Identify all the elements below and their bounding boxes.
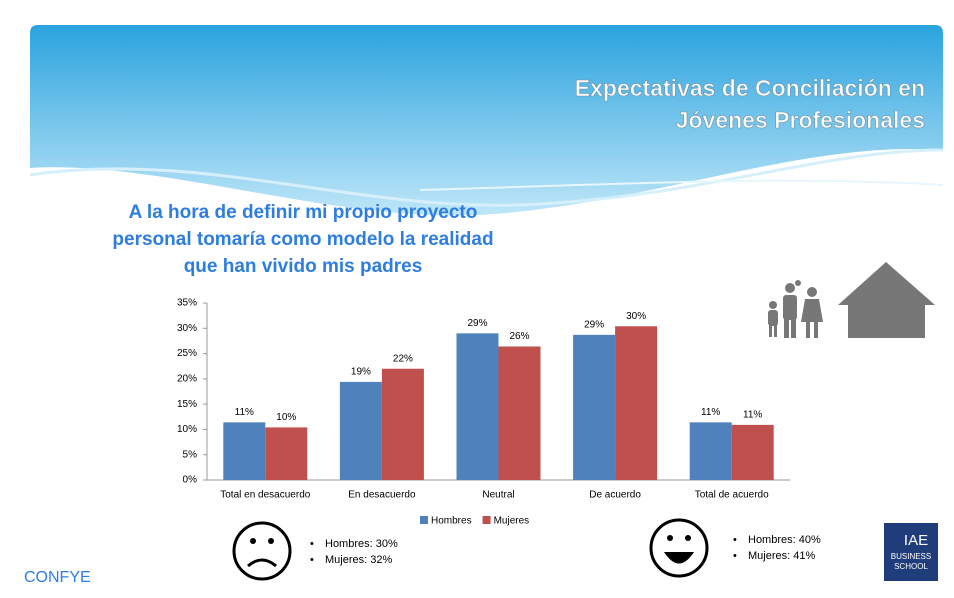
value-label: 10% — [276, 412, 296, 423]
bar — [339, 381, 382, 480]
bar — [615, 326, 658, 480]
bar — [498, 346, 541, 480]
logo-text: IAE — [904, 532, 928, 549]
value-label: 11% — [701, 407, 720, 418]
bullet: • — [310, 538, 314, 550]
x-tick-label: De acuerdo — [589, 490, 641, 501]
legend-label: Mujeres — [494, 516, 530, 527]
value-label: 30% — [626, 311, 646, 322]
x-tick-label: Total de acuerdo — [695, 490, 769, 501]
y-tick-label: 35% — [177, 298, 197, 309]
face-stat: Mujeres: 41% — [748, 550, 815, 562]
chart-title: A la hora de definir mi propio proyecto — [129, 202, 478, 223]
bar — [689, 422, 732, 480]
legend-swatch — [420, 516, 428, 524]
x-tick-label: Neutral — [482, 490, 514, 501]
legend-swatch — [482, 516, 491, 524]
bullet: • — [733, 550, 737, 562]
value-label: 29% — [584, 320, 604, 331]
face-stat: Hombres: 40% — [748, 534, 821, 546]
bar — [456, 333, 499, 480]
y-tick-label: 10% — [177, 424, 197, 435]
value-label: 26% — [509, 331, 529, 342]
bar — [265, 427, 308, 480]
footer: CONFYE — [24, 569, 91, 586]
house-icon — [838, 262, 935, 338]
slide-title: Jóvenes Profesionales — [676, 107, 925, 133]
bar — [573, 334, 616, 480]
happy-face-mouth — [664, 552, 694, 564]
value-label: 11% — [743, 410, 762, 421]
header-wave — [419, 179, 944, 191]
bar — [381, 368, 424, 480]
happy-face — [649, 518, 709, 578]
y-tick-label: 0% — [183, 475, 198, 486]
happy-face-eye — [685, 535, 691, 541]
chart-title: que han vivido mis padres — [184, 256, 423, 277]
y-tick-label: 5% — [183, 449, 198, 460]
y-tick-label: 20% — [177, 373, 197, 384]
value-label: 11% — [235, 407, 254, 418]
x-tick-label: Total en desacuerdo — [220, 490, 311, 501]
bullet: • — [310, 554, 314, 566]
chart-title: personal tomaría como modelo la realidad — [112, 229, 493, 250]
value-label: 29% — [467, 318, 487, 329]
sad-face-eye — [268, 538, 274, 544]
happy-face-eye — [667, 535, 673, 541]
bar — [223, 422, 266, 480]
face-stat: Mujeres: 32% — [325, 554, 392, 566]
family-icon — [768, 280, 823, 338]
y-tick-label: 15% — [177, 399, 197, 410]
bullet: • — [733, 534, 737, 546]
face-stat: Hombres: 30% — [325, 538, 398, 550]
header-wave — [29, 148, 944, 207]
logo-text: SCHOOL — [894, 562, 928, 571]
value-label: 19% — [351, 367, 371, 378]
sad-face — [232, 521, 292, 581]
logo-box — [884, 523, 938, 581]
logo-text: BUSINESS — [891, 552, 931, 561]
bar — [731, 424, 774, 480]
y-tick-label: 25% — [177, 348, 197, 359]
y-tick-label: 30% — [177, 323, 197, 334]
sad-face-eye — [250, 538, 256, 544]
x-tick-label: En desacuerdo — [348, 490, 416, 501]
legend-label: Hombres — [431, 516, 472, 527]
header-band — [30, 25, 943, 216]
value-label: 22% — [393, 353, 413, 364]
slide-title: Expectativas de Conciliación en — [575, 75, 925, 101]
